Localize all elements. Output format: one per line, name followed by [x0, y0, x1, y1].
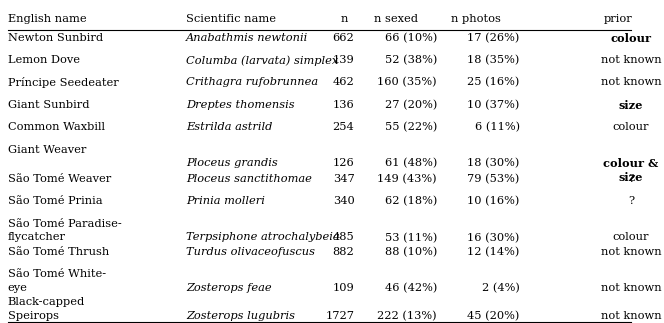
Text: Anabathmis newtonii: Anabathmis newtonii: [186, 33, 308, 43]
Text: not known: not known: [601, 78, 661, 87]
Text: Prinia molleri: Prinia molleri: [186, 196, 265, 206]
Text: 88 (10%): 88 (10%): [384, 247, 437, 257]
Text: not known: not known: [601, 311, 661, 321]
Text: 462: 462: [333, 78, 355, 87]
Text: 53 (11%): 53 (11%): [384, 233, 437, 243]
Text: 45 (20%): 45 (20%): [467, 311, 520, 321]
Text: 17 (26%): 17 (26%): [467, 33, 520, 43]
Text: 126: 126: [333, 158, 355, 168]
Text: colour: colour: [613, 233, 649, 243]
Text: Ploceus grandis: Ploceus grandis: [186, 158, 278, 168]
Text: 55 (22%): 55 (22%): [384, 122, 437, 132]
Text: Zosterops lugubris: Zosterops lugubris: [186, 311, 295, 321]
Text: Scientific name: Scientific name: [186, 14, 276, 24]
Text: 1727: 1727: [325, 311, 355, 321]
Text: English name: English name: [8, 14, 86, 24]
Text: Black-capped: Black-capped: [8, 297, 85, 307]
Text: 882: 882: [333, 247, 355, 257]
Text: 485: 485: [333, 233, 355, 243]
Text: 16 (30%): 16 (30%): [467, 233, 520, 243]
Text: eye: eye: [8, 283, 28, 293]
Text: 2 (4%): 2 (4%): [482, 283, 520, 293]
Text: 160 (35%): 160 (35%): [377, 78, 437, 88]
Text: ?: ?: [628, 196, 634, 206]
Text: 12 (14%): 12 (14%): [467, 247, 520, 257]
Text: Newton Sunbird: Newton Sunbird: [8, 33, 103, 43]
Text: prior: prior: [604, 14, 633, 24]
Text: 46 (42%): 46 (42%): [384, 283, 437, 293]
Text: Columba (larvata) simplex: Columba (larvata) simplex: [186, 55, 338, 66]
Text: 52 (38%): 52 (38%): [384, 55, 437, 65]
Text: Speirops: Speirops: [8, 311, 58, 321]
Text: 6 (11%): 6 (11%): [475, 122, 520, 132]
Text: not known: not known: [601, 283, 661, 293]
Text: size: size: [619, 100, 643, 111]
Text: Common Waxbill: Common Waxbill: [8, 122, 105, 132]
Text: size: size: [619, 172, 643, 183]
Text: Estrilda astrild: Estrilda astrild: [186, 122, 272, 132]
Text: n: n: [341, 14, 348, 24]
Text: flycatcher: flycatcher: [8, 233, 66, 243]
Text: 10 (37%): 10 (37%): [467, 100, 520, 110]
Text: São Tomé Paradise-: São Tomé Paradise-: [8, 219, 122, 229]
Text: 61 (48%): 61 (48%): [384, 158, 437, 169]
Text: n photos: n photos: [451, 14, 501, 24]
Text: São Tomé Prinia: São Tomé Prinia: [8, 196, 102, 206]
Text: n sexed: n sexed: [374, 14, 418, 24]
Text: Zosterops feae: Zosterops feae: [186, 283, 272, 293]
Text: 662: 662: [333, 33, 355, 43]
Text: 25 (16%): 25 (16%): [467, 78, 520, 88]
Text: 79 (53%): 79 (53%): [467, 174, 520, 184]
Text: São Tomé Thrush: São Tomé Thrush: [8, 247, 109, 257]
Text: colour: colour: [611, 33, 651, 44]
Text: São Tomé Weaver: São Tomé Weaver: [8, 174, 111, 184]
Text: colour &: colour &: [604, 158, 659, 169]
Text: Crithagra rufobrunnea: Crithagra rufobrunnea: [186, 78, 318, 87]
Text: Terpsiphone atrochalybeia: Terpsiphone atrochalybeia: [186, 233, 339, 243]
Text: Giant Weaver: Giant Weaver: [8, 145, 86, 155]
Text: Príncipe Seedeater: Príncipe Seedeater: [8, 78, 118, 89]
Text: 222 (13%): 222 (13%): [377, 311, 437, 321]
Text: not known: not known: [601, 247, 661, 257]
Text: 109: 109: [333, 283, 355, 293]
Text: ?: ?: [628, 174, 634, 184]
Text: São Tomé White-: São Tomé White-: [8, 269, 106, 279]
Text: 18 (35%): 18 (35%): [467, 55, 520, 65]
Text: 10 (16%): 10 (16%): [467, 196, 520, 207]
Text: Turdus olivaceofuscus: Turdus olivaceofuscus: [186, 247, 315, 257]
Text: 139: 139: [333, 55, 355, 65]
Text: 149 (43%): 149 (43%): [377, 174, 437, 184]
Text: Giant Sunbird: Giant Sunbird: [8, 100, 89, 110]
Text: 62 (18%): 62 (18%): [384, 196, 437, 207]
Text: colour: colour: [613, 122, 649, 132]
Text: 27 (20%): 27 (20%): [384, 100, 437, 110]
Text: Lemon Dove: Lemon Dove: [8, 55, 80, 65]
Text: 66 (10%): 66 (10%): [384, 33, 437, 43]
Text: 136: 136: [333, 100, 355, 110]
Text: Dreptes thomensis: Dreptes thomensis: [186, 100, 294, 110]
Text: 254: 254: [333, 122, 355, 132]
Text: Ploceus sanctithomae: Ploceus sanctithomae: [186, 174, 311, 184]
Text: 18 (30%): 18 (30%): [467, 158, 520, 169]
Text: 340: 340: [333, 196, 355, 206]
Text: 347: 347: [333, 174, 355, 184]
Text: not known: not known: [601, 55, 661, 65]
